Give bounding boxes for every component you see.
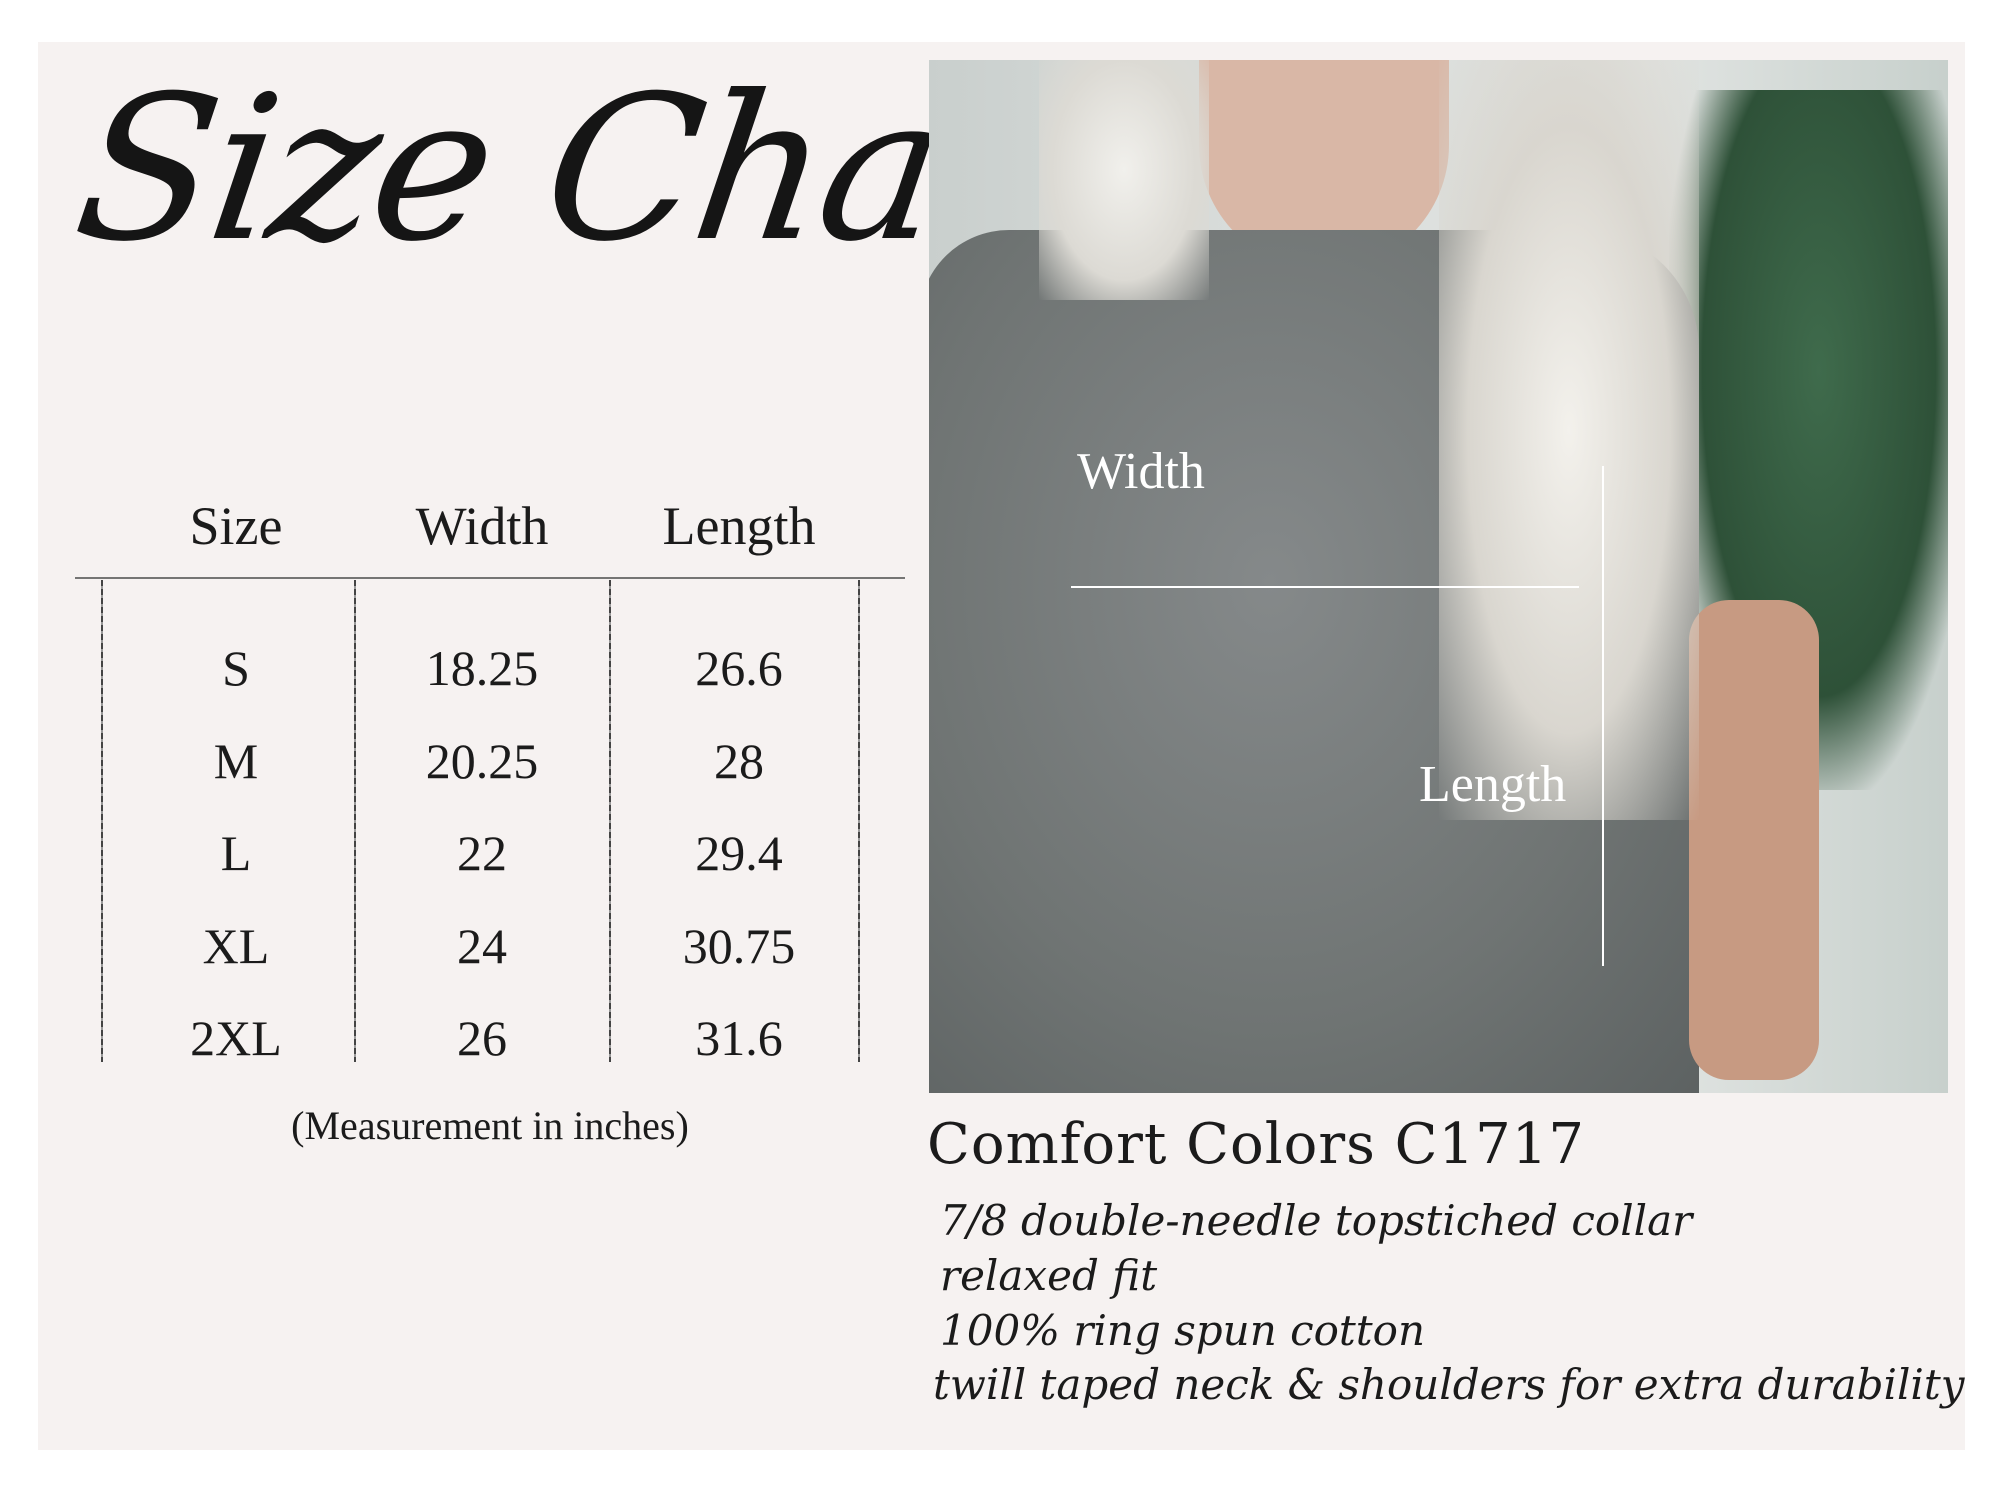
length-arrow [1602,466,1604,966]
cell-width: 24 [457,917,507,974]
hair [1439,60,1699,820]
measurement-caption: (Measurement in inches) [291,1103,689,1148]
header-width: Width [415,496,549,556]
feature-item: twill taped neck & shoulders for extra d… [933,1360,1965,1409]
column-divider [609,580,611,1062]
header-length: Length [662,496,816,556]
column-divider [101,580,103,1062]
cell-width: 26 [457,1010,507,1066]
cell-size: S [222,640,250,696]
header-size: Size [189,496,283,556]
cell-length: 26.6 [695,640,783,696]
width-arrow [1071,586,1579,588]
arm [1689,600,1819,1080]
cell-length: 31.6 [695,1010,783,1066]
cell-width: 18.25 [425,640,539,696]
column-divider [354,580,356,1062]
header-rule [75,577,905,579]
feature-item: 100% ring spun cotton [940,1306,1426,1355]
feature-item: 7/8 double-needle topstiched collar [940,1196,1693,1245]
model-photo: Width Length [929,60,1948,1093]
cell-width: 22 [457,825,507,881]
cell-size: M [213,732,259,789]
cell-size: XL [202,917,270,974]
cell-length: 30.75 [682,917,796,974]
cell-length: 28 [714,732,764,789]
width-label: Width [1077,443,1205,500]
hair [1039,60,1209,300]
column-divider [858,580,860,1062]
feature-item: relaxed fit [940,1251,1158,1300]
length-label: Length [1419,756,1567,813]
cell-size: L [220,825,252,881]
cell-width: 20.25 [425,732,539,789]
cell-size: 2XL [190,1010,282,1066]
cell-length: 29.4 [695,825,783,881]
product-name: Comfort Colors C1717 [927,1112,1586,1177]
